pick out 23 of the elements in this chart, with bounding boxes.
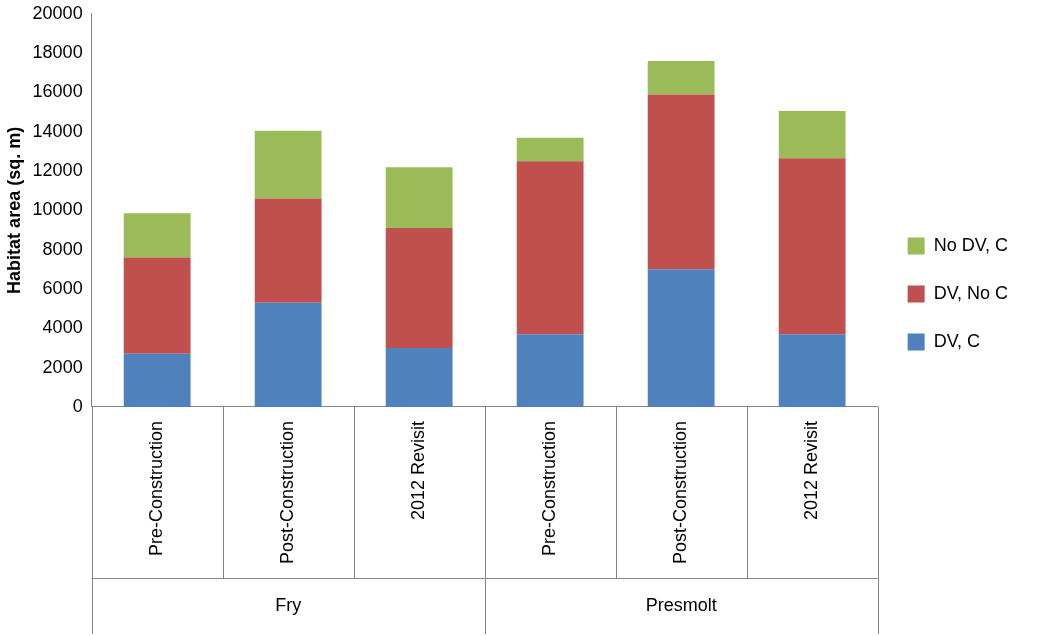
x-tick-label: Pre-Construction <box>539 420 560 556</box>
x-tick-label: Pre-Construction <box>146 420 167 556</box>
x-tick-label: Post-Construction <box>277 420 298 564</box>
y-tick-label: 18000 <box>32 42 83 63</box>
x-tick-label: 2012 Revisit <box>801 420 822 520</box>
y-tick-label: 14000 <box>32 120 83 141</box>
y-tick-label: 12000 <box>32 160 83 181</box>
y-tick-label: 4000 <box>42 317 83 338</box>
text: Presmolt <box>645 594 717 615</box>
y-tick-label: 10000 <box>32 199 83 220</box>
x-tick-label: Post-Construction <box>670 420 691 564</box>
legend-label: No DV, C <box>933 234 1009 255</box>
legend-label: DV, C <box>933 330 980 351</box>
y-tick-label: 0 <box>72 395 83 416</box>
y-tick-label: 8000 <box>42 238 83 259</box>
y-tick-label: 6000 <box>42 277 83 298</box>
y-tick-label: 16000 <box>32 81 83 102</box>
x-tick-label: 2012 Revisit <box>408 420 429 520</box>
text: Fry <box>275 594 302 615</box>
y-axis-title: Habitat area (sq. m) <box>3 126 24 294</box>
legend-label: DV, No C <box>933 282 1009 303</box>
y-tick-label: 2000 <box>42 356 83 377</box>
y-tick-label: 20000 <box>32 2 83 23</box>
